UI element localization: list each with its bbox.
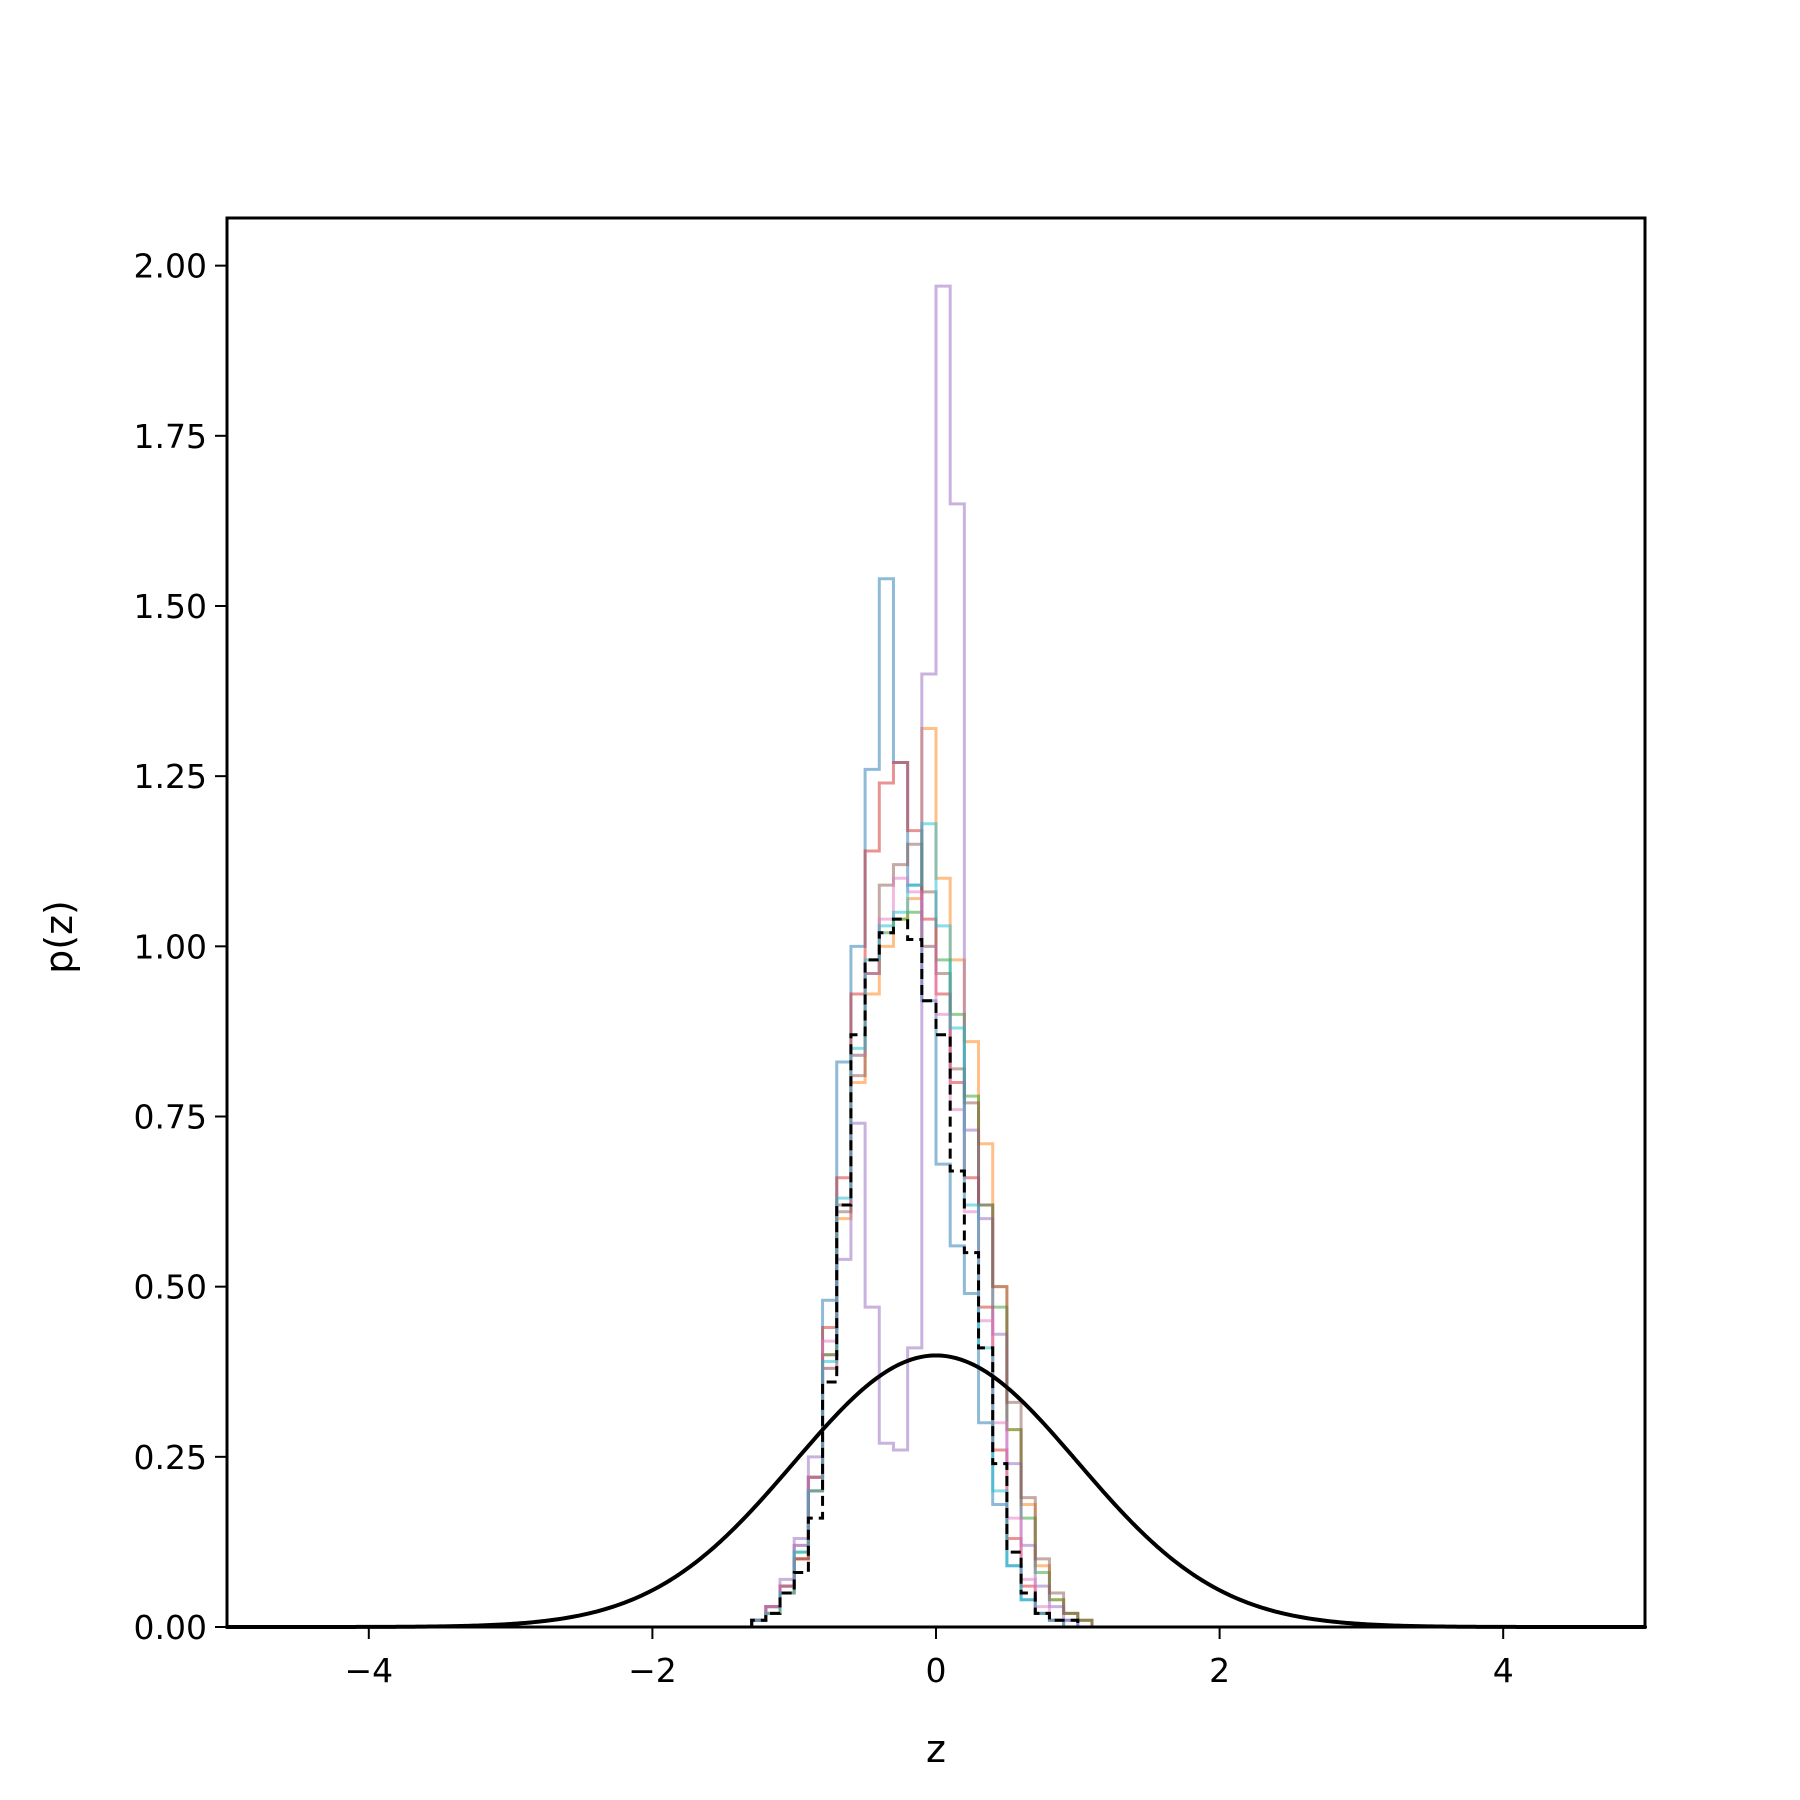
y-tick-label-9: 2.00 — [134, 247, 207, 286]
aggregate-histogram — [750, 917, 1080, 1627]
y-tick-label-2: 0.25 — [134, 1438, 207, 1477]
y-tick-label-5: 1.00 — [134, 927, 207, 966]
y-tick-label-3: 0.50 — [134, 1268, 207, 1307]
y-axis-label: p(z) — [37, 900, 81, 974]
x-tick-label-5: 4 — [1493, 1651, 1514, 1690]
aggregate-histogram-group — [750, 917, 1080, 1627]
y-tick-label-6: 1.25 — [134, 757, 207, 796]
y-tick-label-4: 0.75 — [134, 1097, 207, 1136]
x-tick-label-4: 2 — [1209, 1651, 1230, 1690]
y-tick-label-8: 1.75 — [134, 417, 207, 456]
x-tick-label-2: −2 — [628, 1651, 677, 1690]
y-tick-label-1: 0.00 — [134, 1608, 207, 1647]
x-axis-label: z — [926, 1727, 946, 1771]
y-tick-label-7: 1.50 — [134, 587, 207, 626]
x-tick-label-1: −4 — [344, 1651, 393, 1690]
axes-group: −4 −2 0 2 4 0.00 0.25 0.50 0.75 1.00 1.25 1.50 1.75 2… — [134, 216, 1647, 1690]
x-tick-label-3: 0 — [926, 1651, 947, 1690]
